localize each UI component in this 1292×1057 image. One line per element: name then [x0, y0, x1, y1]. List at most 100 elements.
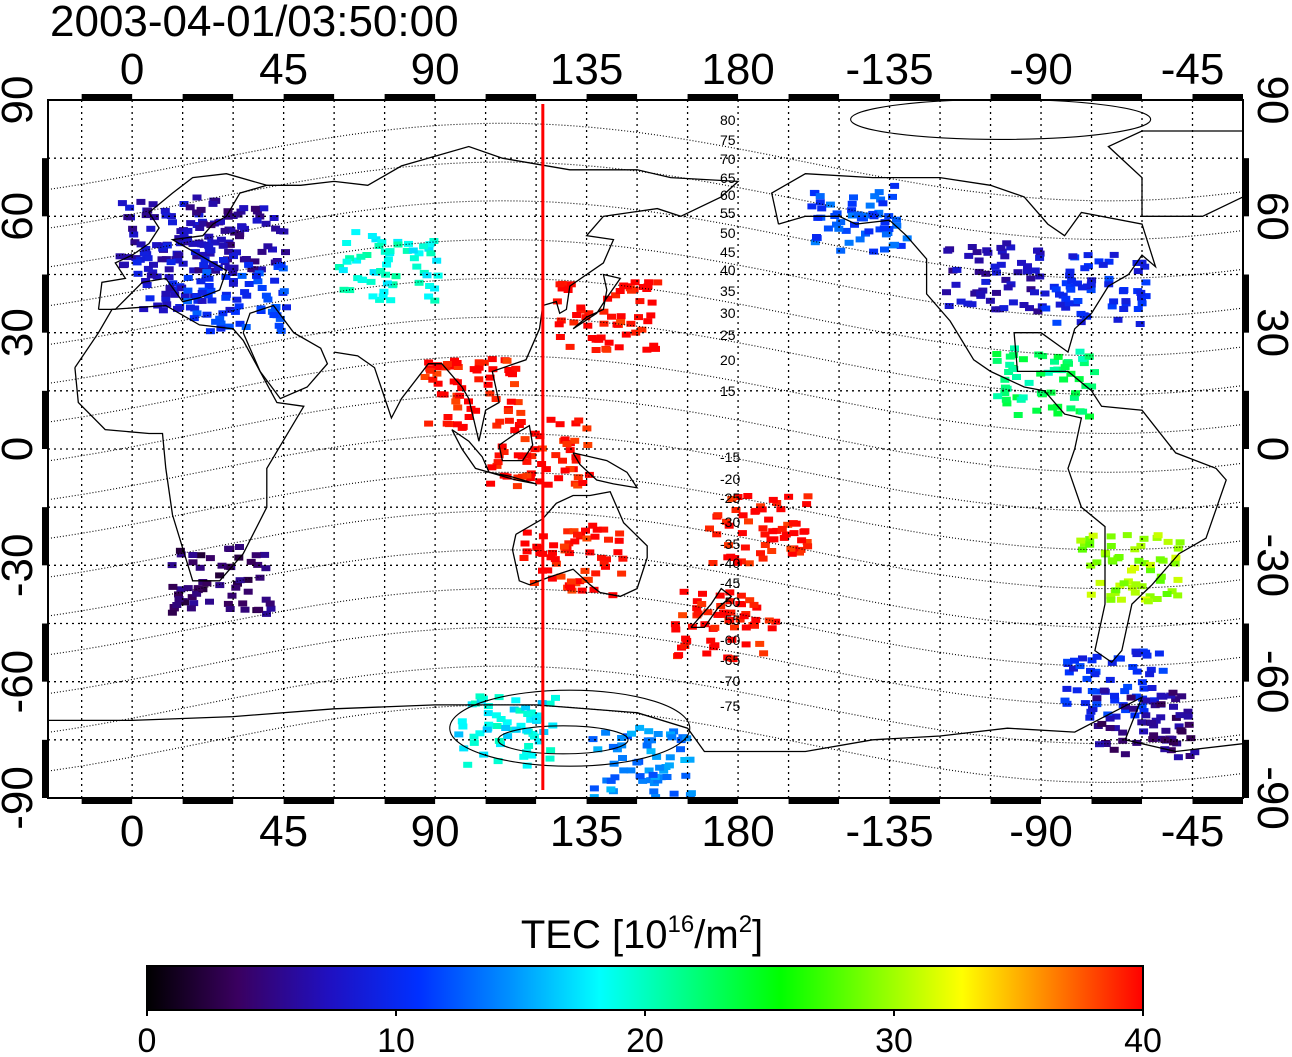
tec-cell [1146, 666, 1156, 673]
tec-cell [710, 624, 720, 631]
tec-cell [345, 255, 355, 262]
tec-cell [647, 737, 656, 744]
tec-cell [228, 270, 238, 276]
tec-cell [192, 293, 202, 300]
tec-cell [1084, 353, 1094, 360]
tec-cell [176, 586, 186, 593]
contour-label: 70 [720, 151, 736, 167]
dip-contour [48, 704, 1243, 784]
tec-cell [635, 298, 645, 305]
tec-cell [510, 427, 520, 434]
dip-contour [48, 316, 1243, 396]
tec-cell [432, 362, 442, 369]
tec-cell [276, 262, 286, 268]
tec-cell [1118, 737, 1128, 744]
tec-cell [1033, 308, 1043, 315]
tec-cell [200, 256, 210, 263]
tec-cell [552, 298, 562, 305]
tec-cell [221, 294, 231, 301]
tec-cell [424, 293, 434, 300]
tec-cell [516, 409, 526, 416]
tec-cell [541, 466, 551, 473]
tec-cell [850, 221, 859, 228]
tec-cell [1127, 567, 1136, 574]
tec-cell [724, 522, 734, 529]
tec-cell [992, 357, 1002, 364]
tec-cell [744, 518, 753, 525]
lon-tick-label: -45 [1161, 807, 1225, 856]
tec-cell [584, 471, 594, 478]
lon-tick-label: 180 [701, 807, 774, 856]
tec-cell [739, 613, 749, 620]
tec-cell [1148, 736, 1158, 743]
tec-cell [1113, 316, 1123, 323]
tec-cell [992, 269, 1001, 276]
tec-cell [1032, 407, 1042, 414]
tec-cell [527, 752, 537, 759]
tec-cell [681, 772, 691, 779]
tec-cell [626, 320, 636, 327]
tec-cell [881, 231, 891, 238]
tec-cell [164, 274, 174, 281]
coastline [511, 490, 648, 598]
tec-cell [451, 398, 461, 405]
tec-cell [619, 767, 629, 774]
tec-cell [483, 703, 493, 710]
tec-cell [992, 289, 1001, 296]
tec-cell [592, 526, 602, 533]
tec-cell [186, 220, 196, 227]
frame-band [42, 507, 48, 566]
tec-cell [375, 296, 385, 303]
tec-cell [1162, 591, 1172, 597]
tec-cell [1060, 697, 1070, 704]
tec-cell [604, 339, 614, 346]
tec-cell [745, 597, 755, 604]
contour-label: -75 [720, 698, 740, 714]
tec-cell [879, 225, 889, 232]
lon-tick-label: -135 [846, 807, 934, 856]
tec-cell [693, 610, 703, 617]
tec-cell [374, 243, 384, 249]
tec-cell [590, 533, 600, 540]
contour-label: 15 [720, 383, 736, 399]
tec-cell [1173, 545, 1183, 552]
tec-cell [795, 549, 804, 556]
tec-cell [1065, 283, 1075, 290]
tec-cell [484, 721, 494, 728]
tec-cell [168, 583, 178, 590]
tec-cell [755, 640, 765, 647]
tec-cell [198, 220, 208, 227]
tec-cell [175, 547, 185, 554]
tec-cell [185, 204, 195, 211]
tec-cell [369, 269, 379, 276]
magnetic-dip-contours [48, 100, 1243, 784]
tec-cell [269, 215, 279, 221]
tec-cell [570, 437, 580, 444]
tec-cell [1095, 579, 1105, 586]
tec-cell [638, 284, 648, 290]
frame-band [990, 798, 1042, 804]
tec-cell [976, 290, 986, 297]
tec-cell [832, 210, 842, 217]
frame-band [1091, 798, 1143, 804]
tec-cell [1026, 275, 1036, 282]
lat-tick-label: 60 [0, 192, 42, 241]
frame-band [42, 739, 48, 798]
tec-cell [1073, 280, 1082, 287]
tec-cell [1009, 366, 1019, 372]
tec-cell [556, 573, 566, 580]
tec-cell [143, 265, 153, 272]
tec-cell [270, 277, 280, 284]
tec-cell [680, 757, 690, 763]
tec-cell [1085, 541, 1095, 548]
tec-cell [414, 250, 424, 257]
tec-cell [574, 417, 584, 424]
frame-band [889, 798, 941, 804]
tec-cell [1134, 557, 1144, 564]
tec-cell [736, 592, 746, 599]
tec-cell [1139, 728, 1149, 735]
tec-cell [1106, 543, 1116, 549]
tec-cell [607, 313, 616, 320]
tec-cell [554, 321, 564, 328]
tec-cell [740, 544, 750, 551]
